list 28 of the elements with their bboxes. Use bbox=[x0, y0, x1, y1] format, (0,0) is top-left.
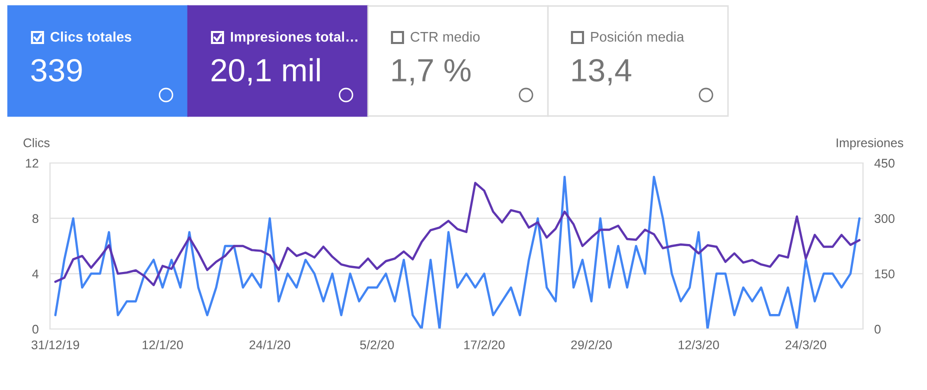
text: Clics totales bbox=[50, 32, 132, 42]
y-tick-label: 4 bbox=[32, 270, 39, 278]
x-tick-label: 5/2/20 bbox=[360, 340, 394, 350]
x-tick-label: 29/2/20 bbox=[571, 340, 612, 350]
y-axis-title: Clics bbox=[24, 138, 50, 148]
y-tick-label: 8 bbox=[32, 214, 38, 223]
text: CTR medio bbox=[410, 32, 480, 42]
x-tick-label: 24/3/20 bbox=[786, 340, 826, 350]
x-tick-label: 12/1/20 bbox=[142, 340, 183, 350]
y2-axis-title: Impresiones bbox=[836, 138, 904, 150]
line-series bbox=[54, 182, 861, 286]
x-tick-label: 24/1/20 bbox=[250, 340, 290, 350]
y2-tick-label: 300 bbox=[874, 214, 894, 223]
text: 339 bbox=[31, 58, 82, 82]
x-tick-label: 31/12/19 bbox=[32, 340, 80, 350]
text: Posición media bbox=[591, 31, 684, 42]
y2-tick-label: 450 bbox=[874, 158, 894, 168]
text: 1,7 % bbox=[392, 59, 471, 86]
y2-tick-label: 150 bbox=[875, 269, 894, 278]
line-series bbox=[54, 176, 861, 329]
x-tick-label: 17/2/20 bbox=[464, 340, 505, 350]
x-tick-label: 12/3/20 bbox=[678, 340, 719, 350]
text: Impresiones total… bbox=[230, 32, 358, 44]
y2-tick-label: 0 bbox=[874, 324, 881, 334]
y-tick-label: 12 bbox=[26, 158, 38, 168]
y-tick-label: 0 bbox=[32, 324, 38, 334]
text: 13,4 bbox=[572, 58, 632, 86]
text: 20,1 mil bbox=[212, 58, 320, 86]
